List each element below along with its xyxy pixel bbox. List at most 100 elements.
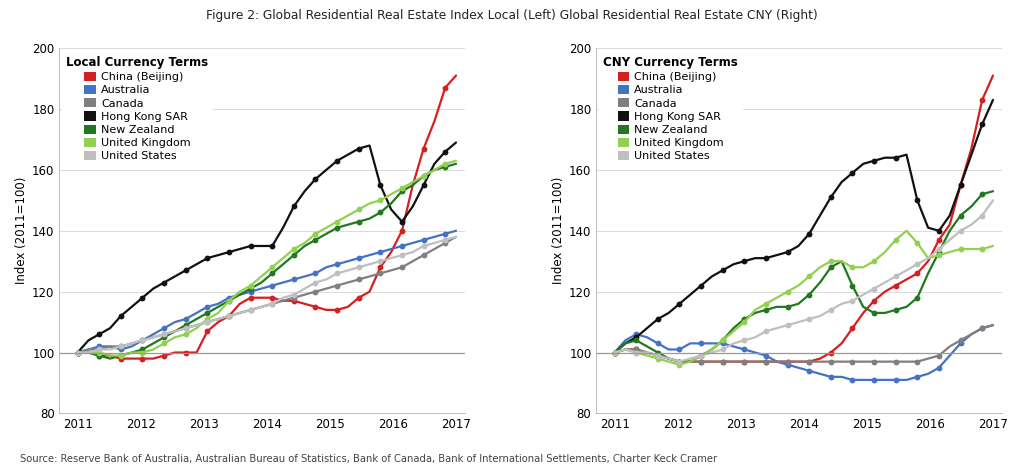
United Kingdom [309,231,322,237]
Canada [836,359,848,364]
Line: Canada: Canada [611,322,996,364]
Line: New Zealand: New Zealand [75,161,459,362]
Hong Kong SAR [374,182,386,188]
New Zealand [900,304,912,310]
United States [651,353,664,358]
Australia [911,374,924,380]
Hong Kong SAR [245,243,257,249]
China (Beijing) [82,350,94,356]
Canada [136,338,148,343]
New Zealand [179,322,191,328]
Canada [684,359,696,364]
New Zealand [793,301,805,307]
Canada [803,359,815,364]
China (Beijing) [428,118,440,124]
United States [943,237,955,242]
New Zealand [684,359,696,364]
Australia [727,344,739,349]
United Kingdom [846,265,858,270]
United Kingdom [760,301,772,307]
United Kingdom [255,273,267,279]
United States [857,292,869,297]
China (Beijing) [695,359,708,364]
China (Beijing) [922,258,934,264]
New Zealand [824,265,837,270]
Y-axis label: Index (2011=100): Index (2011=100) [552,177,565,285]
United Kingdom [749,307,761,313]
United Kingdom [608,350,621,356]
United Kingdom [331,219,343,225]
United States [331,271,343,276]
Australia [868,377,881,383]
Line: China (Beijing): China (Beijing) [611,73,996,364]
Hong Kong SAR [299,189,311,194]
United Kingdom [684,359,696,364]
United Kingdom [771,295,783,301]
United Kingdom [717,338,729,343]
Canada [943,344,955,349]
United States [749,334,761,340]
United Kingdom [630,350,642,356]
United Kingdom [450,158,462,164]
New Zealand [276,261,289,267]
United Kingdom [793,283,805,288]
Hong Kong SAR [255,243,267,249]
United Kingdom [374,197,386,203]
United Kingdom [954,246,967,252]
Line: Australia: Australia [611,322,996,383]
New Zealand [202,310,214,316]
Hong Kong SAR [212,252,224,258]
China (Beijing) [103,353,116,358]
Hong Kong SAR [954,182,967,188]
Canada [439,240,452,246]
United Kingdom [987,243,999,249]
United Kingdom [439,161,452,166]
Canada [976,325,988,331]
New Zealand [439,164,452,170]
United States [396,252,409,258]
China (Beijing) [674,359,686,364]
Hong Kong SAR [190,261,203,267]
Australia [857,377,869,383]
New Zealand [147,340,160,346]
New Zealand [641,344,653,349]
United Kingdom [202,316,214,322]
Canada [846,359,858,364]
New Zealand [212,304,224,310]
New Zealand [976,191,988,197]
Canada [179,325,191,331]
China (Beijing) [299,301,311,307]
Hong Kong SAR [846,170,858,176]
United Kingdom [103,353,116,358]
China (Beijing) [212,319,224,325]
Australia [103,344,116,349]
China (Beijing) [450,73,462,78]
United Kingdom [738,319,751,325]
Canada [651,353,664,358]
Australia [190,310,203,316]
Canada [374,271,386,276]
Australia [396,243,409,249]
United Kingdom [179,332,191,337]
United Kingdom [803,273,815,279]
New Zealand [954,213,967,219]
Australia [309,271,322,276]
Australia [450,228,462,234]
New Zealand [418,173,430,179]
New Zealand [966,204,978,209]
Canada [158,332,170,337]
Australia [374,249,386,255]
Hong Kong SAR [890,155,902,160]
Canada [255,304,267,310]
Canada [418,252,430,258]
China (Beijing) [857,310,869,316]
United States [954,228,967,234]
Canada [266,301,279,307]
United Kingdom [169,334,181,340]
United States [738,338,751,343]
Australia [115,347,127,352]
Text: Source: Reserve Bank of Australia, Australian Bureau of Statistics, Bank of Cana: Source: Reserve Bank of Australia, Austr… [20,454,718,464]
United Kingdom [299,240,311,246]
Hong Kong SAR [276,225,289,231]
Canada [147,334,160,340]
